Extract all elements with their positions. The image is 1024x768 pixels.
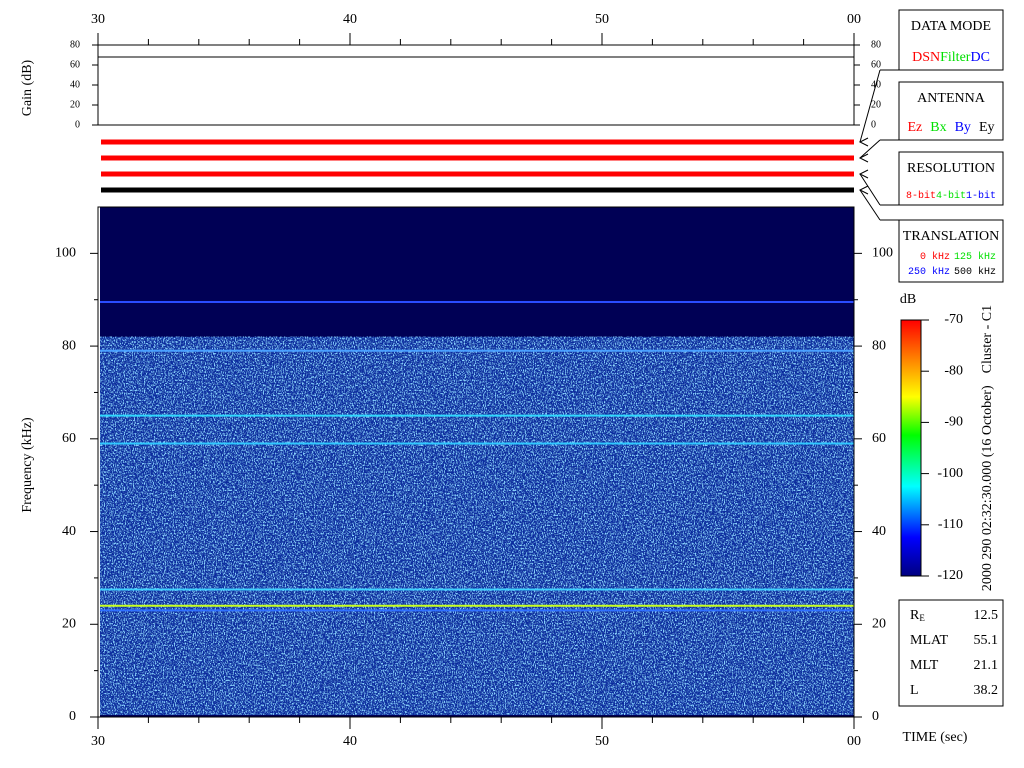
gain-tick-label: 0 — [75, 119, 80, 130]
panel-title: ANTENNA — [917, 91, 986, 106]
colorbar-label: dB — [900, 292, 916, 307]
panel-item: 4-bit — [936, 190, 966, 202]
run-label: 2000 290 02:32:30.000 (16 October) Cluste… — [980, 305, 995, 591]
time-label: 2000 290 02:32:30.000 (16 October) — [980, 385, 995, 591]
colorbar-tick-label: -90 — [944, 415, 963, 430]
gain-tick-label-right: 80 — [871, 39, 881, 50]
panel-row: 8-bit4-bit1-bit — [906, 190, 996, 202]
ephemeris-label: MLT — [910, 658, 939, 673]
colorbar-tick-label: -120 — [937, 568, 963, 583]
panel-box — [898, 81, 1004, 141]
panel-connector — [859, 173, 881, 206]
panel-item: 250 kHz — [908, 266, 950, 278]
ephemeris-label: L — [910, 683, 919, 698]
gain-tick-label-right: 60 — [871, 59, 881, 70]
y-tick-label: 40 — [62, 524, 76, 539]
x-tick-label: 50 — [595, 734, 609, 749]
panel-item: 500 kHz — [954, 266, 996, 278]
x-tick-label-top: 50 — [595, 12, 609, 27]
colorbar-tick-label: -80 — [944, 363, 963, 378]
mode-bar — [101, 187, 854, 193]
ephemeris-name: R — [910, 608, 920, 623]
mode-bar — [101, 155, 854, 161]
panel-title: TRANSLATION — [903, 229, 999, 244]
mode-bar — [101, 171, 854, 177]
y-tick-label: 60 — [62, 431, 76, 446]
ephemeris-value: 12.5 — [974, 608, 999, 623]
ephemeris-value: 21.1 — [974, 658, 999, 673]
y-tick-label-right: 0 — [872, 709, 879, 724]
y-tick-label-right: 40 — [872, 524, 886, 539]
panel-arrow — [858, 169, 869, 179]
panel-item: Ey — [979, 120, 995, 135]
ephemeris-label: RE — [910, 608, 925, 623]
x-tick-label-top: 30 — [91, 12, 105, 27]
panel-item: 1-bit — [966, 190, 996, 202]
colorbar-tick-label: -100 — [937, 466, 963, 481]
panel-box — [898, 219, 1004, 283]
panel-box — [898, 9, 1004, 71]
ephemeris-label: MLAT — [910, 633, 949, 648]
y-axis-label: Frequency (kHz) — [20, 417, 35, 513]
spectrogram-noise — [100, 336, 854, 715]
panel-item: Ez — [907, 120, 922, 135]
panel-title: RESOLUTION — [907, 161, 995, 176]
panel-item: DC — [970, 50, 989, 65]
y-tick-label: 0 — [69, 709, 76, 724]
gain-tick-label: 40 — [70, 79, 80, 90]
panel-row: 250 kHz 500 kHz — [908, 266, 996, 278]
ephemeris-name: MLAT — [910, 633, 949, 648]
panel-item: 8-bit — [906, 190, 936, 202]
panel-row: 0 kHz 125 kHz — [920, 251, 996, 263]
panel-row: Ez Bx By Ey — [907, 120, 994, 135]
panel-item: DSN — [912, 50, 940, 65]
panel-connector — [859, 139, 881, 159]
colorbar-tick-label: -110 — [938, 517, 963, 532]
panel-item: 125 kHz — [954, 251, 996, 263]
panel-row: DSNFilterDC — [912, 50, 990, 65]
gain-axis-label: Gain (dB) — [20, 59, 35, 116]
x-tick-label: 00 — [847, 734, 861, 749]
panel-box — [898, 151, 1004, 206]
gain-tick-label-right: 0 — [871, 119, 876, 130]
y-tick-label: 20 — [62, 616, 76, 631]
ephemeris-box — [898, 599, 1004, 707]
panel-arrow — [858, 185, 869, 195]
x-axis-label: TIME (sec) — [903, 730, 968, 745]
y-tick-label-right: 60 — [872, 431, 886, 446]
colorbar — [900, 319, 922, 577]
y-tick-label: 80 — [62, 338, 76, 353]
panel-title: DATA MODE — [911, 19, 991, 34]
panel-item: By — [955, 120, 971, 135]
ephemeris-value: 38.2 — [974, 683, 999, 698]
gain-tick-label: 60 — [70, 59, 80, 70]
panel-item: Bx — [930, 120, 946, 135]
panel-item: 0 kHz — [920, 251, 950, 263]
x-tick-label: 30 — [91, 734, 105, 749]
colorbar-tick-label: -70 — [944, 312, 963, 327]
panel-connector — [859, 189, 881, 221]
y-tick-label-right: 100 — [872, 246, 893, 261]
ephemeris-value: 55.1 — [974, 633, 999, 648]
x-tick-label-top: 00 — [847, 12, 861, 27]
panel-arrow — [858, 153, 869, 163]
panel-arrow — [858, 137, 869, 147]
gain-tick-label-right: 20 — [871, 99, 881, 110]
panel-item: Filter — [940, 50, 971, 65]
ephemeris-sub: E — [919, 613, 925, 623]
x-tick-label: 40 — [343, 734, 357, 749]
gain-tick-label: 80 — [70, 39, 80, 50]
ephemeris-name: L — [910, 683, 919, 698]
x-tick-label-top: 40 — [343, 12, 357, 27]
ephemeris-name: MLT — [910, 658, 939, 673]
panel-connector — [859, 69, 881, 143]
spacecraft-label: Cluster - C1 — [980, 305, 995, 373]
gain-tick-label: 20 — [70, 99, 80, 110]
y-tick-label: 100 — [55, 246, 76, 261]
y-tick-label-right: 20 — [872, 616, 886, 631]
y-tick-label-right: 80 — [872, 338, 886, 353]
mode-bar — [101, 139, 854, 145]
